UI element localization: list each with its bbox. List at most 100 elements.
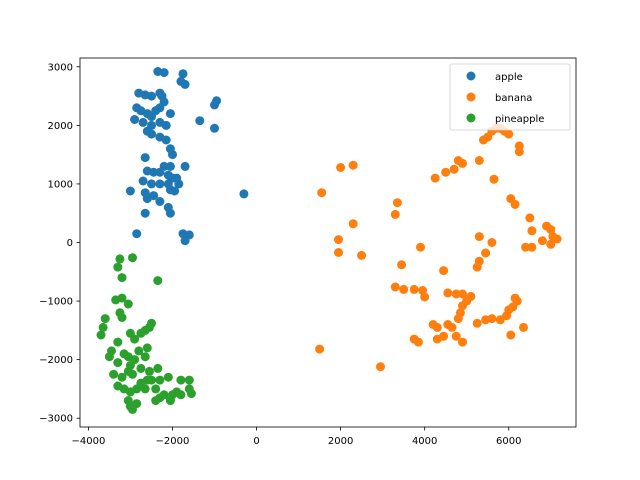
point-apple-32 [168, 150, 177, 160]
point-banana-46 [399, 284, 409, 294]
point-pineapple-60 [155, 393, 165, 403]
point-apple-43 [174, 179, 184, 189]
legend-label-banana: banana [495, 93, 532, 104]
x-tick-label: 6000 [496, 436, 521, 447]
point-pineapple-26 [140, 352, 150, 362]
y-tick-label: 1000 [48, 179, 73, 190]
legend-marker-apple [466, 71, 476, 81]
point-banana-19 [392, 198, 402, 208]
point-banana-40 [481, 248, 491, 258]
point-apple-36 [180, 161, 190, 171]
point-apple-38 [149, 167, 159, 177]
point-banana-17 [336, 163, 346, 172]
point-banana-27 [552, 234, 562, 244]
point-banana-36 [357, 250, 367, 260]
point-apple-35 [165, 161, 175, 171]
point-pineapple-17 [140, 325, 150, 335]
point-banana-16 [348, 160, 358, 170]
point-pineapple-49 [151, 384, 161, 394]
point-pineapple-31 [117, 372, 127, 382]
point-banana-30 [527, 242, 537, 252]
point-banana-55 [458, 301, 467, 311]
point-apple-44 [138, 176, 148, 186]
x-axis: −4000 −2000 0 2000 4000 6000 [71, 427, 521, 447]
point-banana-42 [472, 262, 482, 272]
point-banana-77 [519, 322, 528, 332]
point-banana-12 [449, 164, 459, 174]
x-tick-label: 4000 [412, 436, 437, 447]
point-pineapple-39 [147, 375, 156, 385]
point-pineapple-30 [109, 369, 119, 379]
point-banana-35 [334, 248, 343, 257]
point-apple-57 [140, 208, 150, 218]
point-banana-18 [317, 188, 327, 198]
point-apple-28 [147, 129, 156, 139]
point-apple-59 [132, 229, 142, 239]
legend-marker-pineapple [466, 113, 476, 123]
point-banana-65 [432, 334, 442, 344]
x-tick-label: −2000 [156, 436, 190, 447]
point-pineapple-54 [186, 389, 196, 399]
legend-box [449, 63, 571, 131]
y-tick-label: −1000 [39, 297, 73, 308]
point-banana-6 [479, 135, 488, 145]
y-tick-label: 0 [67, 238, 73, 249]
point-banana-70 [487, 314, 497, 324]
point-banana-13 [441, 167, 451, 177]
point-banana-11 [458, 158, 467, 168]
point-banana-62 [451, 331, 461, 341]
point-banana-67 [413, 337, 423, 347]
point-banana-49 [420, 292, 430, 302]
point-banana-39 [487, 238, 497, 247]
point-banana-57 [453, 314, 463, 324]
point-pineapple-29 [113, 358, 123, 368]
point-banana-4 [504, 129, 514, 139]
point-banana-59 [432, 322, 442, 332]
point-pineapple-11 [98, 322, 108, 332]
point-pineapple-9 [117, 313, 127, 322]
point-pineapple-6 [117, 293, 127, 303]
point-banana-80 [376, 362, 385, 372]
point-apple-39 [155, 167, 165, 177]
point-pineapple-35 [144, 366, 154, 376]
point-banana-25 [546, 225, 556, 235]
point-banana-47 [409, 284, 419, 294]
point-banana-20 [390, 209, 400, 219]
y-axis: −3000 −2000 −1000 0 1000 2000 3000 [39, 62, 80, 425]
point-banana-22 [510, 199, 520, 209]
point-apple-30 [161, 135, 171, 145]
point-pineapple-33 [128, 369, 137, 379]
point-pineapple-10 [100, 314, 110, 324]
point-apple-56 [165, 208, 175, 218]
point-banana-8 [514, 147, 524, 157]
point-apple-52 [149, 191, 159, 201]
point-apple-4 [180, 79, 190, 89]
legend-marker-banana [466, 92, 476, 102]
point-pineapple-36 [153, 363, 163, 373]
point-pineapple-47 [132, 384, 142, 394]
point-pineapple-19 [113, 337, 123, 347]
point-pineapple-2 [113, 262, 123, 272]
point-apple-46 [155, 179, 165, 189]
point-apple-20 [195, 116, 205, 126]
point-apple-11 [210, 100, 219, 110]
x-tick-label: 0 [253, 436, 259, 447]
point-banana-31 [521, 242, 531, 252]
legend-label-pineapple: pineapple [495, 114, 544, 125]
point-apple-26 [210, 123, 219, 133]
point-apple-1 [159, 68, 169, 78]
point-apple-53 [155, 197, 165, 206]
point-apple-58 [239, 189, 249, 199]
point-pineapple-24 [134, 346, 144, 356]
y-tick-label: 2000 [48, 121, 73, 132]
point-apple-49 [125, 186, 135, 196]
point-apple-62 [180, 236, 190, 246]
point-pineapple-43 [184, 375, 194, 385]
point-pineapple-7 [123, 299, 133, 309]
point-pineapple-61 [165, 396, 175, 406]
point-pineapple-0 [115, 254, 125, 264]
point-pineapple-62 [172, 387, 182, 397]
point-pineapple-42 [176, 375, 186, 385]
point-banana-51 [451, 289, 461, 299]
point-banana-79 [315, 344, 325, 354]
